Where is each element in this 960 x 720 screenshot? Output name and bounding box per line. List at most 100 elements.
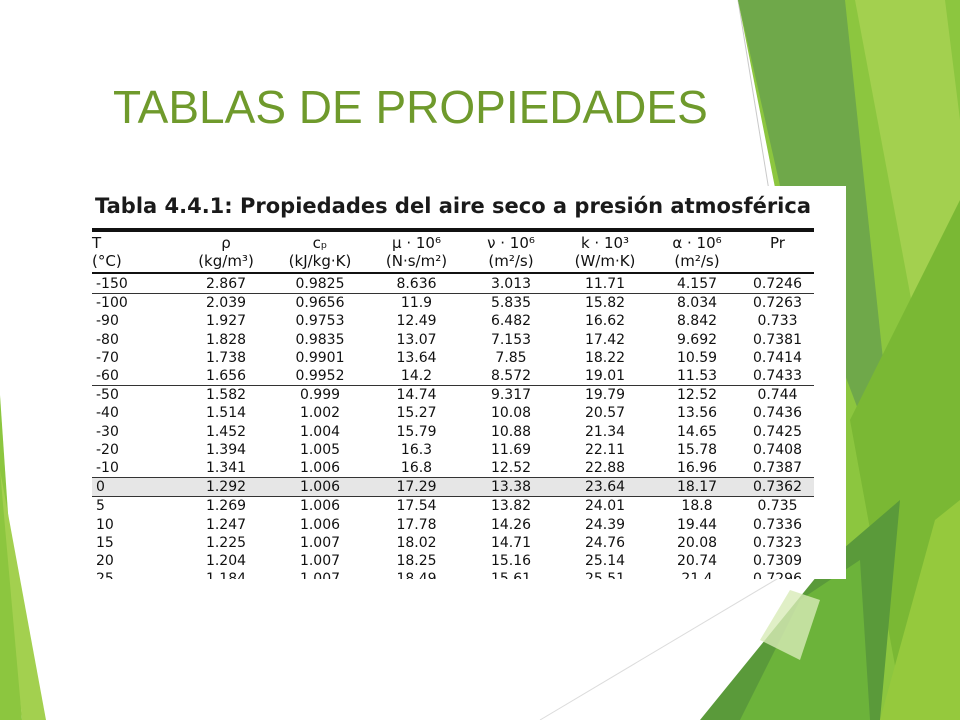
table-cell: 7.85 xyxy=(495,349,527,366)
table-cell: 0.733 xyxy=(757,313,798,330)
table-cell: 1.514 xyxy=(205,405,247,422)
table-cell: 1.007 xyxy=(272,570,368,579)
column-header-unit: (m²/s) xyxy=(653,252,741,274)
table-cell: 25.51 xyxy=(557,570,653,579)
table-row: -150 2.867 0.9825 8.636 3.013 11.71 4.157 0.724… xyxy=(92,273,814,294)
table-cell: -40 xyxy=(96,405,119,422)
table-cell: 18.8 xyxy=(653,496,741,516)
table-cell: 0.7246 xyxy=(753,276,802,293)
table-cell: 0.7309 xyxy=(753,552,802,569)
table-cell: -50 xyxy=(92,385,180,405)
table-cell: 12.52 xyxy=(490,459,532,476)
table-row: -20 1.394 1.005 16.3 11.69 22.11 15.78 0.7408 xyxy=(92,441,814,459)
table-cell: 18.49 xyxy=(368,570,465,579)
column-header-symbol: ρ xyxy=(180,228,272,252)
slide-title: TABLAS DE PROPIEDADES xyxy=(113,81,708,133)
table-cell: -20 xyxy=(96,441,119,458)
table-row: 15 1.225 1.007 18.02 14.71 24.76 20.08 0.7323 xyxy=(92,534,814,552)
table-cell: -70 xyxy=(96,349,119,366)
table-cell: 24.39 xyxy=(584,516,626,533)
table-cell: 1.738 xyxy=(205,349,247,366)
table-cell: 17.54 xyxy=(368,496,465,516)
table-cell: 8.034 xyxy=(653,293,741,313)
table-cell: 8.572 xyxy=(490,368,532,385)
table-cell: 0.7323 xyxy=(753,534,802,551)
table-cell: 0 xyxy=(92,477,180,497)
table-cell: 24.01 xyxy=(557,496,653,516)
table-cell: 1.004 xyxy=(299,423,341,440)
table-cell: 1.204 xyxy=(205,552,247,569)
column-header-unit: (°C) xyxy=(92,252,180,274)
table-cell: 18.22 xyxy=(584,349,626,366)
column-header-symbol: k · 10³ xyxy=(557,228,653,252)
table-row: 10 1.247 1.006 17.78 14.26 24.39 19.44 0.7336 xyxy=(92,515,814,533)
table-cell: 14.26 xyxy=(490,516,532,533)
table-cell: 0.7336 xyxy=(753,516,802,533)
table-cell: 17.29 xyxy=(368,477,465,497)
table-cell: -10 xyxy=(96,459,119,476)
column-header-symbol: μ · 10⁶ xyxy=(368,228,465,252)
table-cell: 11.53 xyxy=(676,368,718,385)
table-row: 5 1.269 1.006 17.54 13.82 24.01 18.8 0.735 xyxy=(92,496,814,516)
table-cell: 15.27 xyxy=(396,405,437,422)
column-header-unit: (W/m·K) xyxy=(557,252,653,274)
table-cell: 1.006 xyxy=(272,477,368,497)
table-cell: 1.656 xyxy=(205,368,247,385)
table-cell: 20.57 xyxy=(584,405,626,422)
table-cell: 13.82 xyxy=(465,496,557,516)
column-header-symbol: ν · 10⁶ xyxy=(465,228,557,252)
table-cell: 20.74 xyxy=(676,552,718,569)
table-cell: 14.65 xyxy=(676,423,718,440)
table-row: -10 1.341 1.006 16.8 12.52 22.88 16.96 0.7387 xyxy=(92,459,814,478)
table-cell: 14.2 xyxy=(400,368,433,385)
table-cell: 10.88 xyxy=(490,423,532,440)
table-cell: 9.692 xyxy=(676,331,718,348)
table-body: -150 2.867 0.9825 8.636 3.013 11.71 4.157 0.724… xyxy=(92,273,814,579)
table-cell: 18.02 xyxy=(396,534,437,551)
table-cell: 14.74 xyxy=(368,385,465,405)
table-cell: 6.482 xyxy=(490,313,532,330)
table-cell: 1.006 xyxy=(299,516,341,533)
table-cell: 15.16 xyxy=(490,552,532,569)
table-cell: 14.71 xyxy=(490,534,532,551)
table-row: -80 1.828 0.9835 13.07 7.153 17.42 9.692 0.7381 xyxy=(92,331,814,349)
table-row: -60 1.656 0.9952 14.2 8.572 19.01 11.53 0.7433 xyxy=(92,367,814,386)
table-row: -50 1.582 0.999 14.74 9.317 19.79 12.52 0.744 xyxy=(92,385,814,405)
table-cell: 22.88 xyxy=(584,459,626,476)
table-cell: 5 xyxy=(92,496,180,516)
table-cell: 0.735 xyxy=(741,496,814,516)
table-cell: 5.835 xyxy=(465,293,557,313)
table-cell: 13.56 xyxy=(676,405,718,422)
table-cell: 0.999 xyxy=(272,385,368,405)
table-cell: 12.52 xyxy=(653,385,741,405)
table-cell: 10 xyxy=(96,516,114,533)
table-cell: 18.25 xyxy=(396,552,437,569)
table-row: 20 1.204 1.007 18.25 15.16 25.14 20.74 0.7309 xyxy=(92,552,814,570)
table-cell: 10.59 xyxy=(676,349,718,366)
table-cell: -100 xyxy=(92,293,180,313)
table-cell: 20 xyxy=(96,552,114,569)
table-cell: 15.61 xyxy=(465,570,557,579)
table-cell: 3.013 xyxy=(490,276,532,293)
column-header-unit xyxy=(741,252,814,274)
table-cell: 25.14 xyxy=(584,552,626,569)
table-cell: 10.08 xyxy=(490,405,532,422)
column-header-symbol: T xyxy=(92,228,180,252)
table-cell: 16.8 xyxy=(400,459,433,476)
table-cell: 17.42 xyxy=(584,331,626,348)
table-cell: 1.292 xyxy=(180,477,272,497)
table-cell: 21.34 xyxy=(584,423,626,440)
table-cell: -60 xyxy=(96,368,119,385)
table-cell: 0.7381 xyxy=(753,331,802,348)
table-cell: 0.7414 xyxy=(753,349,802,366)
table-cell: 11.69 xyxy=(490,441,532,458)
table-cell: 1.005 xyxy=(299,441,341,458)
table-cell: 1.582 xyxy=(180,385,272,405)
table-cell: 1.184 xyxy=(180,570,272,579)
table-cell: 15.79 xyxy=(396,423,437,440)
table-cell: 19.79 xyxy=(557,385,653,405)
properties-table-image: Tabla 4.4.1: Propiedades del aire seco a… xyxy=(84,186,846,579)
table-cell: 16.96 xyxy=(676,459,718,476)
